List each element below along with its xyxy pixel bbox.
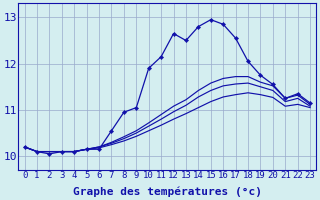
X-axis label: Graphe des températures (°c): Graphe des températures (°c) xyxy=(73,186,262,197)
